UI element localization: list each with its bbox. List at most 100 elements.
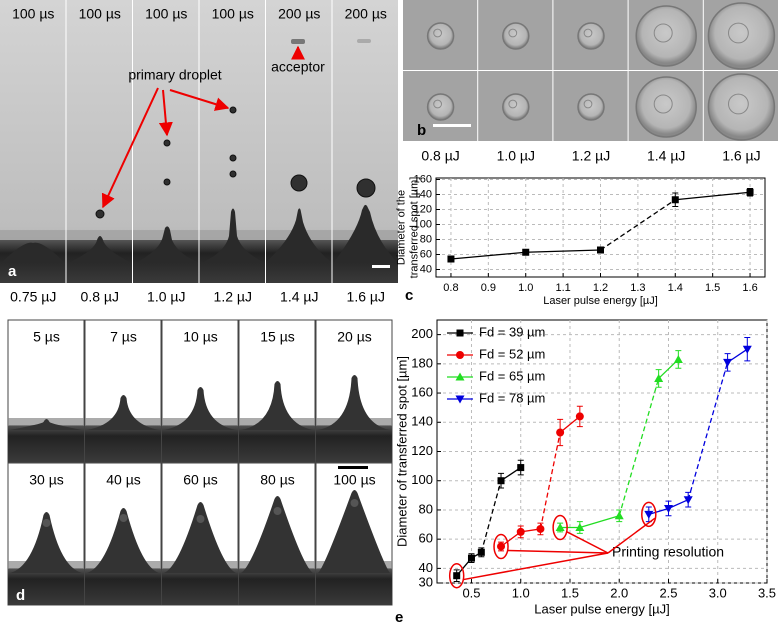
x-tick-label: 0.5 bbox=[462, 585, 480, 600]
substrate bbox=[85, 568, 161, 605]
energy-label: 1.0 µJ bbox=[497, 148, 535, 164]
y-tick-label: 40 bbox=[419, 560, 433, 575]
data-point bbox=[575, 412, 584, 421]
liquid-jet bbox=[2, 242, 64, 262]
series-line bbox=[648, 507, 669, 515]
energy-label: 0.8 µJ bbox=[421, 148, 459, 164]
data-point bbox=[467, 554, 475, 562]
y-tick-label: 120 bbox=[414, 203, 432, 215]
spot bbox=[707, 2, 776, 70]
acceptor-droplet bbox=[291, 39, 305, 44]
substrate bbox=[162, 568, 238, 605]
y-tick-label: 80 bbox=[420, 233, 432, 245]
spot bbox=[635, 5, 697, 67]
highlight-ellipse bbox=[641, 501, 657, 528]
highlight-ellipse bbox=[552, 514, 568, 541]
pointer-line bbox=[565, 530, 609, 554]
panel-letter: a bbox=[8, 263, 17, 280]
droplet bbox=[163, 139, 171, 147]
data-point bbox=[477, 548, 485, 556]
data-point bbox=[597, 246, 604, 254]
legend-label: Fd = 52 µm bbox=[479, 346, 545, 361]
time-label: 7 µs bbox=[110, 329, 137, 345]
data-point bbox=[522, 248, 530, 256]
x-tick-label: 0.9 bbox=[481, 282, 496, 294]
x-tick-label: 1.0 bbox=[512, 585, 530, 600]
scale-bar bbox=[372, 265, 390, 268]
data-point bbox=[453, 572, 461, 580]
x-tick-label: 1.2 bbox=[593, 282, 608, 294]
liquid-jet bbox=[203, 208, 264, 262]
data-point bbox=[575, 522, 585, 531]
liquid-jet bbox=[87, 508, 159, 573]
y-axis-label: transferred spot [µm] bbox=[408, 177, 420, 279]
droplet bbox=[42, 519, 51, 527]
legend-label: Fd = 39 µm bbox=[479, 324, 545, 339]
charts: 0.8 0.9 1.0 1.1 1.2 1.3 1.4 1.5 1.6 40 60 80 100 120 1… bbox=[394, 173, 776, 626]
time-label: 20 µs bbox=[337, 329, 372, 345]
x-tick-label: 2.5 bbox=[659, 585, 677, 600]
x-tick-label: 1.4 bbox=[668, 282, 683, 294]
liquid-jet bbox=[164, 387, 236, 430]
series-line bbox=[450, 251, 526, 260]
y-tick-label: 60 bbox=[419, 531, 433, 546]
droplet bbox=[119, 514, 128, 522]
data-point bbox=[671, 196, 679, 204]
y-tick-label: 140 bbox=[411, 414, 433, 429]
time-label: 40 µs bbox=[106, 472, 141, 488]
substrate bbox=[85, 425, 161, 462]
time-label: 100 µs bbox=[212, 6, 254, 22]
chart: 0.8 0.9 1.0 1.1 1.2 1.3 1.4 1.5 1.6 40 60 80 100 120 1… bbox=[395, 173, 766, 307]
arrow bbox=[101, 87, 159, 209]
liquid-jet bbox=[87, 395, 159, 430]
time-label: 100 µs bbox=[333, 472, 375, 488]
x-axis-label: Laser pulse energy [µJ] bbox=[534, 601, 669, 616]
panel-letter: c bbox=[405, 287, 413, 304]
series-line bbox=[500, 531, 522, 547]
droplet bbox=[356, 178, 376, 198]
spot bbox=[707, 73, 776, 141]
spot-inner bbox=[728, 93, 749, 115]
y-tick-label: 180 bbox=[411, 355, 433, 370]
time-label: 80 µs bbox=[260, 472, 295, 488]
data-point bbox=[447, 255, 455, 263]
substrate bbox=[316, 425, 392, 462]
data-point bbox=[536, 524, 545, 533]
x-tick-label: 1.0 bbox=[518, 282, 533, 294]
x-tick-label: 1.5 bbox=[705, 282, 720, 294]
highlight-ellipse bbox=[493, 533, 509, 560]
panel-letter: d bbox=[16, 587, 25, 604]
pointer-line bbox=[607, 517, 656, 554]
data-point bbox=[663, 504, 673, 513]
energy-label: 0.75 µJ bbox=[10, 289, 56, 305]
spot-inner bbox=[508, 99, 518, 109]
energy-label: 1.4 µJ bbox=[647, 148, 685, 164]
y-tick-label: 100 bbox=[411, 472, 433, 487]
droplet bbox=[95, 209, 105, 219]
substrate-glare bbox=[66, 230, 132, 240]
legend-marker bbox=[456, 329, 464, 337]
liquid-jet bbox=[318, 490, 390, 573]
panel-letter: e bbox=[395, 609, 403, 626]
liquid-jet bbox=[70, 236, 130, 262]
energy-label: 1.4 µJ bbox=[280, 289, 318, 305]
droplet bbox=[273, 507, 282, 515]
annotation: primary droplet bbox=[128, 67, 221, 83]
time-label: 100 µs bbox=[145, 6, 187, 22]
y-tick-label: 100 bbox=[414, 218, 432, 230]
droplet bbox=[163, 178, 171, 186]
y-tick-label: 60 bbox=[420, 248, 432, 260]
spot-inner bbox=[653, 23, 673, 43]
series-line bbox=[539, 432, 561, 530]
series-line bbox=[480, 480, 502, 553]
energy-label: 1.6 µJ bbox=[722, 148, 760, 164]
series-line bbox=[600, 199, 676, 251]
y-tick-label: 80 bbox=[419, 501, 433, 516]
panel-d: 5 µs 7 µs 10 µs 15 µs 20 µs 30 µs 40 µs 60 µs 80… bbox=[7, 319, 393, 606]
x-tick-label: 1.5 bbox=[561, 585, 579, 600]
y-axis-label: Diameter of the bbox=[395, 190, 407, 265]
droplet bbox=[229, 106, 237, 114]
liquid-jet bbox=[241, 496, 313, 573]
spot-inner bbox=[508, 28, 518, 38]
panel-a: 100 µs 0.75 µJ 100 µs 0.8 µJ 100 µs 1.0 µJ 100… bbox=[0, 0, 398, 305]
